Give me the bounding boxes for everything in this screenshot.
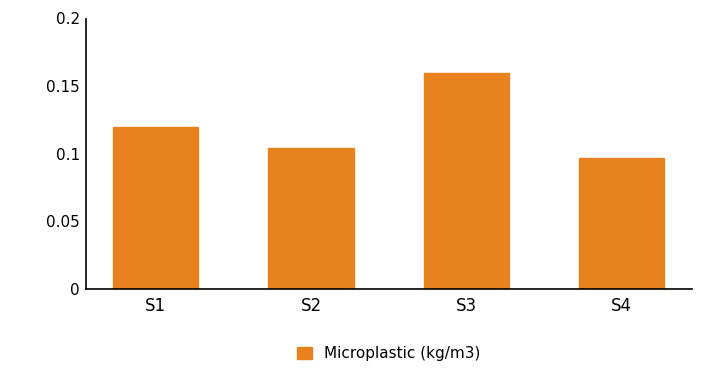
Bar (113, 127, 198, 289)
Legend: Microplastic (kg/m3): Microplastic (kg/m3) (290, 340, 487, 367)
Bar (268, 148, 354, 289)
Bar (579, 158, 664, 289)
Bar (424, 73, 509, 289)
